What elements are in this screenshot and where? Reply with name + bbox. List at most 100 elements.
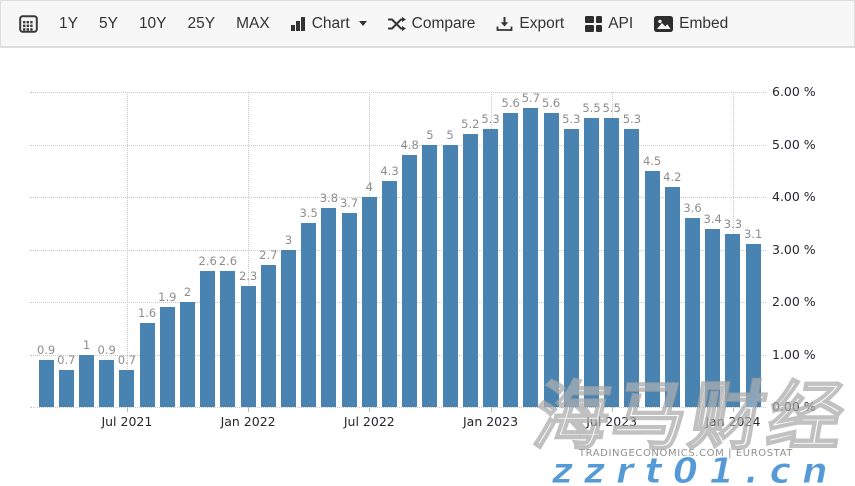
bar[interactable] <box>99 359 115 407</box>
bar[interactable] <box>361 197 377 407</box>
bar[interactable] <box>180 302 195 407</box>
range-button-25y[interactable]: 25Y <box>187 14 216 32</box>
bar[interactable] <box>341 212 357 407</box>
embed-button[interactable]: Embed <box>654 15 728 33</box>
bar-value-label: 5.5 <box>602 101 621 116</box>
x-axis-tick-mark <box>126 407 128 412</box>
bar[interactable] <box>523 107 539 407</box>
image-icon <box>654 15 674 32</box>
bar-value-label: 4 <box>365 180 373 194</box>
bar[interactable] <box>260 265 276 407</box>
bar[interactable] <box>402 155 418 407</box>
bar[interactable] <box>321 207 337 407</box>
bar-value-label: 2.6 <box>218 253 238 268</box>
bar[interactable] <box>745 244 761 407</box>
bar[interactable] <box>422 144 438 407</box>
bar[interactable] <box>301 223 317 407</box>
x-axis-tick-mark <box>732 407 734 412</box>
bar[interactable] <box>664 186 680 407</box>
x-axis-tick-mark <box>369 407 371 412</box>
bar[interactable] <box>240 286 256 407</box>
bar-value-label: 4.3 <box>380 164 399 179</box>
bar[interactable] <box>281 249 296 407</box>
chart-type-dropdown[interactable]: Chart <box>290 15 367 33</box>
bar-value-label: 5.3 <box>562 111 581 126</box>
bar-value-label: 3.8 <box>319 190 339 205</box>
bar-value-label: 5.6 <box>501 96 520 110</box>
bar[interactable] <box>159 307 175 407</box>
y-axis-tick-label: 6.00 % <box>772 84 816 99</box>
bar-value-label: 0.7 <box>57 353 76 368</box>
bar-value-label: 3.7 <box>339 195 359 210</box>
bar[interactable] <box>503 113 519 407</box>
gridline-h <box>30 407 766 408</box>
bar[interactable] <box>624 128 640 407</box>
bar-value-label: 5 <box>426 127 434 142</box>
bar[interactable] <box>79 354 94 407</box>
compare-button[interactable]: Compare <box>387 14 476 33</box>
bar-value-label: 2.6 <box>198 253 217 268</box>
x-axis-tick-mark <box>248 407 250 412</box>
api-button[interactable]: API <box>585 15 633 33</box>
compare-label: Compare <box>411 14 476 32</box>
bar[interactable] <box>58 370 74 407</box>
bar-value-label: 0.9 <box>97 342 116 357</box>
bar-chart: 6.00 % 5.00 % 4.00 % 3.00 % 2.00 % 1.00 % 0.00… <box>0 50 855 486</box>
bar-value-label: 3.1 <box>743 227 763 242</box>
bar[interactable] <box>442 144 458 407</box>
gridline-h <box>30 92 766 93</box>
range-button-1y[interactable]: 1Y <box>59 14 78 32</box>
bar-value-label: 1.9 <box>158 290 177 305</box>
gridline-v <box>248 92 250 407</box>
bar-value-label: 3 <box>284 232 293 247</box>
gridline-h <box>30 197 766 198</box>
bar[interactable] <box>200 270 216 407</box>
range-button-10y[interactable]: 10Y <box>138 14 167 32</box>
bar[interactable] <box>220 270 236 407</box>
export-button[interactable]: Export <box>496 15 564 33</box>
bar-value-label: 5.5 <box>582 101 601 116</box>
plot-area[interactable]: 6.00 % 5.00 % 4.00 % 3.00 % 2.00 % 1.00 % 0.00… <box>0 50 855 486</box>
bar[interactable] <box>543 113 559 407</box>
bar[interactable] <box>462 134 478 407</box>
attribution-text: TRADINGECONOMICS.COM | EUROSTAT <box>578 448 793 459</box>
range-button-5y[interactable]: 5Y <box>98 14 118 32</box>
bar[interactable] <box>685 218 700 407</box>
x-axis-tick-label: Jan 2022 <box>220 414 276 429</box>
bar-value-label: 5.3 <box>622 111 642 126</box>
bar[interactable] <box>119 370 135 407</box>
bar[interactable] <box>38 359 54 407</box>
bar-value-label: 4.2 <box>663 169 682 184</box>
y-axis-tick-label: 1.00 % <box>772 346 816 362</box>
bar[interactable] <box>604 118 620 407</box>
gridline-h <box>30 249 766 251</box>
bar-value-label: 1.6 <box>137 306 157 320</box>
bar[interactable] <box>139 323 155 407</box>
bar[interactable] <box>725 233 741 407</box>
calendar-button[interactable] <box>19 14 38 33</box>
x-axis-tick-label: Jul 2022 <box>343 414 395 429</box>
bar-value-label: 0.7 <box>117 353 137 368</box>
gridline-h <box>30 144 766 146</box>
bar-value-label: 2 <box>183 285 192 299</box>
bar-value-label: 3.3 <box>723 216 743 231</box>
export-label: Export <box>519 14 565 32</box>
bar[interactable] <box>382 181 397 407</box>
range-button-max[interactable]: MAX <box>236 14 270 32</box>
chevron-down-icon <box>358 21 367 26</box>
gridline-h <box>30 354 766 356</box>
bar[interactable] <box>563 128 579 407</box>
embed-label: Embed <box>679 14 729 32</box>
bar[interactable] <box>584 118 599 407</box>
grid-icon <box>585 15 603 32</box>
gridline-v <box>126 92 128 407</box>
bar[interactable] <box>483 128 498 407</box>
bar[interactable] <box>644 170 660 407</box>
x-axis-tick-label: Jul 2021 <box>101 414 153 429</box>
x-axis-tick-label: Jan 2023 <box>462 414 519 429</box>
bar[interactable] <box>705 228 721 407</box>
bar-value-label: 1 <box>82 337 91 352</box>
bar-value-label: 5.3 <box>481 111 500 126</box>
bar-chart-icon <box>290 16 306 31</box>
shuffle-icon <box>387 16 406 31</box>
